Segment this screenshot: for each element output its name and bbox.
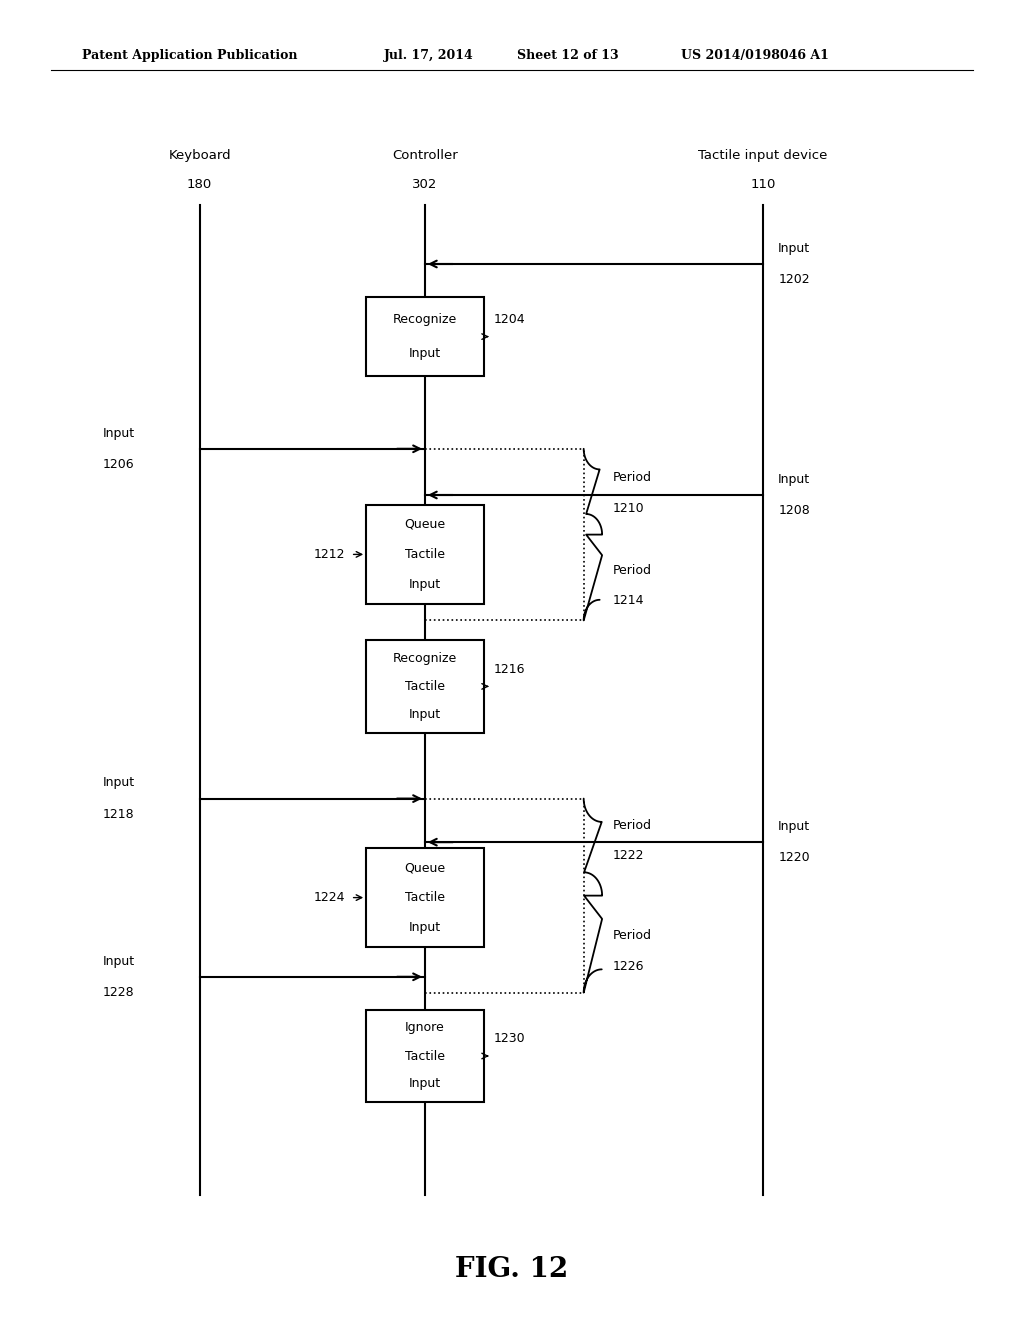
Text: Input: Input [778, 820, 810, 833]
Text: Input: Input [409, 708, 441, 721]
Text: 1220: 1220 [778, 851, 810, 865]
FancyBboxPatch shape [367, 847, 483, 948]
Text: Period: Period [612, 471, 651, 484]
Text: Period: Period [612, 929, 651, 942]
Text: Tactile: Tactile [404, 1049, 445, 1063]
Text: 1228: 1228 [102, 986, 134, 999]
Text: US 2014/0198046 A1: US 2014/0198046 A1 [681, 49, 828, 62]
Text: Input: Input [778, 473, 810, 486]
Text: Input: Input [409, 921, 441, 935]
Text: 1208: 1208 [778, 504, 810, 517]
Text: Queue: Queue [404, 517, 445, 531]
Text: Period: Period [612, 818, 651, 832]
Text: Queue: Queue [404, 861, 445, 874]
Text: Keyboard: Keyboard [168, 149, 231, 162]
Text: Input: Input [409, 1077, 441, 1090]
Text: Input: Input [102, 776, 134, 789]
Text: Patent Application Publication: Patent Application Publication [82, 49, 297, 62]
FancyBboxPatch shape [367, 506, 483, 605]
Text: Sheet 12 of 13: Sheet 12 of 13 [517, 49, 618, 62]
Text: 1230: 1230 [494, 1032, 525, 1045]
Text: FIG. 12: FIG. 12 [456, 1257, 568, 1283]
Text: 302: 302 [413, 178, 437, 191]
Text: Input: Input [778, 242, 810, 255]
Text: 1222: 1222 [612, 849, 644, 862]
Text: Tactile input device: Tactile input device [698, 149, 827, 162]
Text: 1204: 1204 [494, 313, 525, 326]
Text: 1206: 1206 [102, 458, 134, 471]
Text: 1214: 1214 [612, 594, 644, 607]
Text: 1218: 1218 [102, 808, 134, 821]
Text: 1226: 1226 [612, 960, 644, 973]
Text: Recognize: Recognize [393, 652, 457, 665]
Text: Input: Input [102, 426, 134, 440]
Text: Controller: Controller [392, 149, 458, 162]
Text: Period: Period [612, 564, 651, 577]
Text: Tactile: Tactile [404, 680, 445, 693]
Text: Jul. 17, 2014: Jul. 17, 2014 [384, 49, 474, 62]
Text: Input: Input [409, 347, 441, 360]
Text: Tactile: Tactile [404, 548, 445, 561]
Text: 1212: 1212 [314, 548, 345, 561]
Text: Tactile: Tactile [404, 891, 445, 904]
Text: 1224: 1224 [314, 891, 345, 904]
FancyBboxPatch shape [367, 297, 483, 376]
Text: 110: 110 [751, 178, 775, 191]
Text: 180: 180 [187, 178, 212, 191]
Text: 1210: 1210 [612, 502, 644, 515]
FancyBboxPatch shape [367, 1010, 483, 1102]
Text: Recognize: Recognize [393, 313, 457, 326]
Text: Input: Input [102, 954, 134, 968]
Text: 1216: 1216 [494, 663, 525, 676]
FancyBboxPatch shape [367, 640, 483, 733]
Text: Ignore: Ignore [406, 1022, 444, 1035]
Text: Input: Input [409, 578, 441, 591]
Text: 1202: 1202 [778, 273, 810, 286]
